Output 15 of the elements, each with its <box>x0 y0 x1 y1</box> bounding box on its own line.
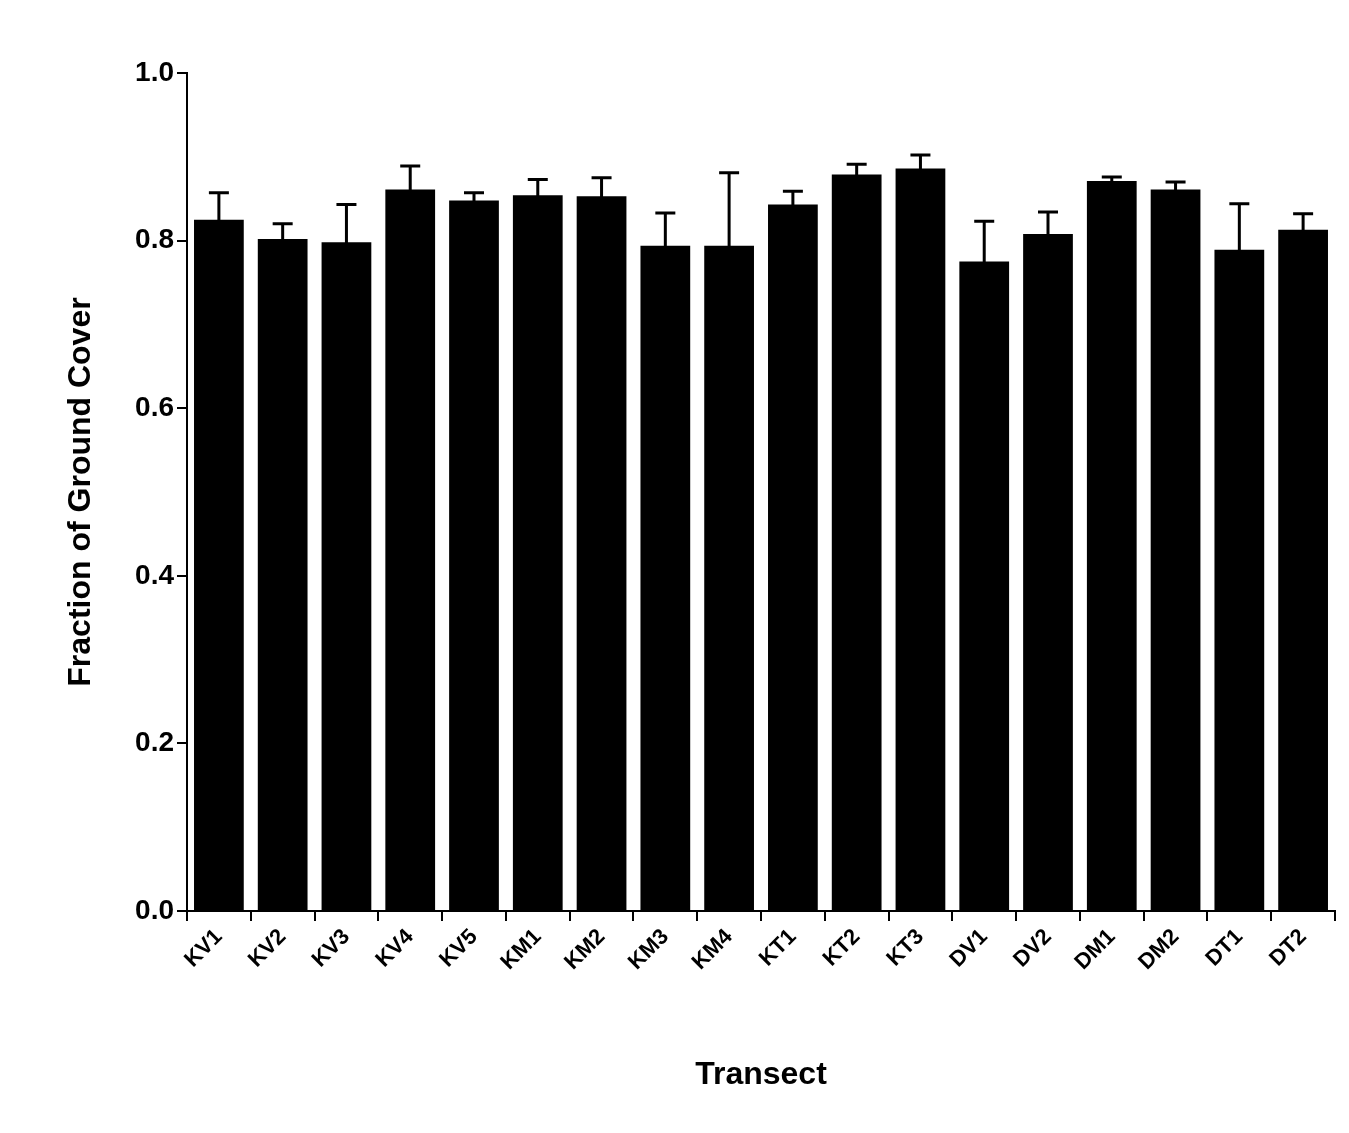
x-tick-label: KT1 <box>753 923 801 971</box>
x-tick-label: DV1 <box>944 923 993 972</box>
y-tick-label: 0.2 <box>135 726 174 758</box>
y-tick-label: 1.0 <box>135 55 174 87</box>
y-tick-label: 0.6 <box>135 390 174 422</box>
x-tick-label: KT2 <box>817 923 865 971</box>
x-tick-label: KT3 <box>881 923 929 971</box>
y-tick-label: 0.8 <box>135 223 174 255</box>
x-tick-label: DT1 <box>1200 923 1248 971</box>
y-tick-label: 0.4 <box>135 558 175 590</box>
x-tick-label: KV1 <box>178 923 227 972</box>
y-tick-label: 0.0 <box>135 893 174 925</box>
x-axis-title: Transect <box>695 1054 828 1091</box>
y-axis-title: Fraction of Ground Cover <box>61 297 98 687</box>
x-tick-label: DT2 <box>1263 923 1311 971</box>
